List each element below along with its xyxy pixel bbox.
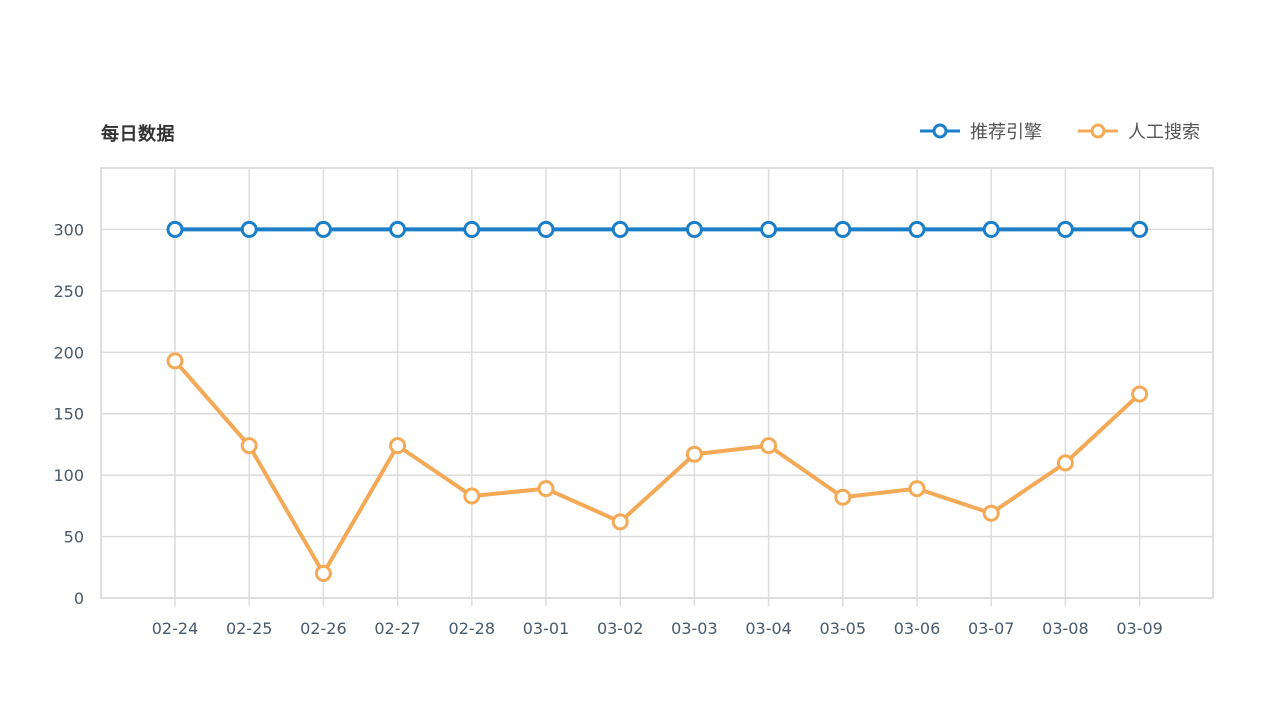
data-point-1 — [463, 487, 481, 505]
y-tick-label: 250 — [53, 282, 84, 301]
x-tick-label: 03-07 — [968, 619, 1015, 638]
data-point-1 — [611, 513, 629, 531]
y-tick-label: 100 — [53, 466, 84, 485]
data-point-1 — [1056, 454, 1074, 472]
y-tick-label: 200 — [53, 343, 84, 362]
x-tick-label: 03-08 — [1042, 619, 1089, 638]
data-point-1 — [834, 488, 852, 506]
plot-frame — [100, 167, 1214, 599]
legend-marker-manual-icon — [1078, 123, 1118, 139]
data-point-0 — [389, 220, 407, 238]
x-tick-label: 02-28 — [449, 619, 496, 638]
legend-item-manual[interactable]: 人工搜索 — [1078, 118, 1200, 144]
x-tick-label: 03-06 — [894, 619, 941, 638]
data-point-0 — [463, 220, 481, 238]
data-point-0 — [1056, 220, 1074, 238]
legend-label-manual: 人工搜索 — [1128, 122, 1200, 143]
legend: 推荐引擎 人工搜索 — [920, 118, 1200, 144]
x-tick-label: 03-01 — [523, 619, 570, 638]
data-point-1 — [537, 480, 555, 498]
data-point-1 — [982, 504, 1000, 522]
data-point-0 — [166, 220, 184, 238]
legend-marker-recommend-icon — [920, 123, 960, 139]
data-point-0 — [611, 220, 629, 238]
data-point-0 — [685, 220, 703, 238]
data-point-1 — [760, 437, 778, 455]
x-tick-label: 02-26 — [300, 619, 347, 638]
data-point-1 — [685, 445, 703, 463]
data-point-0 — [1131, 220, 1149, 238]
x-tick-label: 02-25 — [226, 619, 273, 638]
x-tick-label: 03-09 — [1116, 619, 1163, 638]
chart-title: 每日数据 — [101, 124, 175, 145]
data-point-0 — [240, 220, 258, 238]
legend-item-recommend[interactable]: 推荐引擎 — [920, 118, 1042, 144]
series-line-1 — [173, 358, 1142, 576]
x-tick-label: 02-27 — [374, 619, 421, 638]
data-point-1 — [908, 480, 926, 498]
data-point-1 — [240, 437, 258, 455]
x-tick-label: 02-24 — [152, 619, 199, 638]
data-point-1 — [166, 352, 184, 370]
x-tick-label: 03-05 — [820, 619, 867, 638]
legend-label-recommend: 推荐引擎 — [970, 122, 1042, 143]
y-tick-label: 50 — [64, 528, 84, 547]
data-point-1 — [314, 564, 332, 582]
data-point-0 — [982, 220, 1000, 238]
y-tick-label: 150 — [53, 405, 84, 424]
data-point-1 — [389, 437, 407, 455]
data-point-0 — [760, 220, 778, 238]
y-tick-label: 0 — [74, 589, 84, 608]
x-tick-label: 03-02 — [597, 619, 644, 638]
data-point-1 — [1131, 385, 1149, 403]
x-tick-label: 03-04 — [745, 619, 792, 638]
data-point-0 — [314, 220, 332, 238]
data-point-0 — [834, 220, 852, 238]
data-point-0 — [908, 220, 926, 238]
y-tick-label: 300 — [53, 220, 84, 239]
data-point-0 — [537, 220, 555, 238]
x-tick-label: 03-03 — [671, 619, 718, 638]
